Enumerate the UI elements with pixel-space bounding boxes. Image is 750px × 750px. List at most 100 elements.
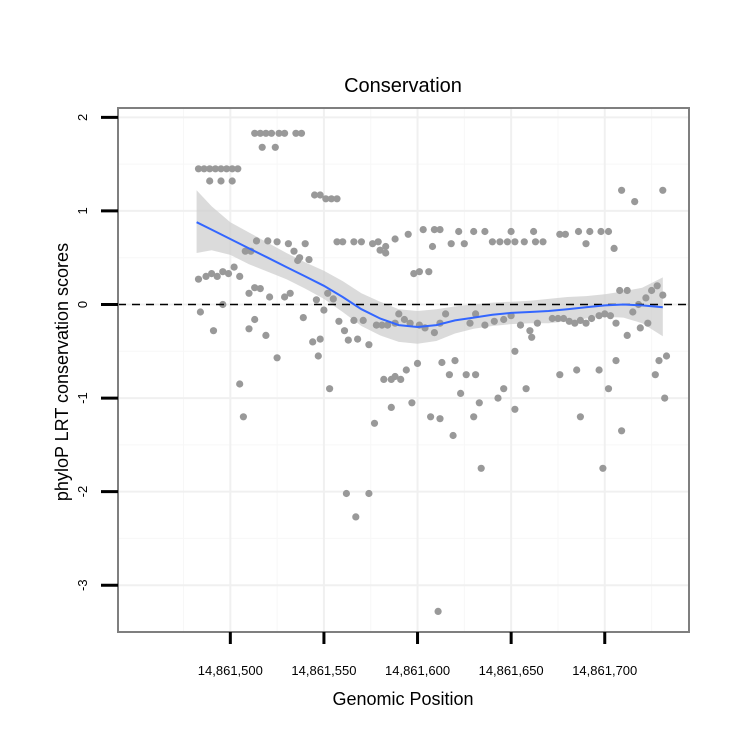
data-point [384,321,392,329]
data-point [470,227,478,236]
data-point [425,268,433,276]
data-point [275,129,283,137]
data-point [442,310,450,318]
data-point [496,238,504,246]
data-point [618,427,626,435]
data-point [445,371,453,379]
data-point [342,489,350,498]
data-point [340,327,349,335]
data-point [251,129,259,137]
data-point [531,238,540,246]
data-point [659,186,667,194]
data-point [365,341,373,349]
data-point [436,226,444,234]
data-point [352,513,360,521]
data-point [507,227,515,236]
data-point [430,329,438,337]
data-point [655,357,663,365]
data-point [599,464,607,472]
data-point [533,319,542,327]
data-point [391,235,399,243]
data-point [511,238,519,246]
data-point [449,431,457,440]
data-point [651,371,659,379]
x-axis-title: Genomic Position [332,689,473,709]
data-point [604,385,613,393]
panel-border [117,107,690,633]
data-point [208,270,216,278]
data-point [206,177,214,185]
data-point [451,357,459,365]
data-point [511,347,519,355]
data-point [561,230,570,238]
data-point [400,315,408,324]
data-point [316,335,324,343]
data-point [387,403,395,411]
data-point [264,237,272,245]
x-tick-label: 14,861,550 [291,663,356,678]
data-point [500,315,508,324]
data-point [301,240,309,248]
data-point [333,238,341,246]
data-point [228,177,236,185]
data-point [601,310,609,318]
data-point [217,177,225,185]
data-point [560,314,568,323]
data-point [335,317,343,325]
data-point [251,315,259,324]
data-point [241,247,249,255]
data-point [314,352,322,360]
data-point [588,314,596,323]
data-point [256,129,264,137]
data-point [273,238,281,246]
data-point [629,308,637,316]
data-point [648,286,656,295]
data-point [428,242,437,251]
data-point [234,165,242,173]
data-point [413,359,422,367]
data-point [477,464,485,472]
data-point [490,317,498,325]
data-point [194,275,203,283]
data-point [294,256,302,265]
data-point [211,165,219,173]
data-point [322,195,330,203]
data-point [410,270,418,278]
data-point [586,227,594,236]
data-point [597,227,605,236]
data-point [395,310,403,318]
data-point [427,413,435,421]
y-axis: -3 -2 -1 0 1 2 [75,114,118,591]
data-point [500,385,508,393]
data-point [653,282,661,290]
data-point [196,308,204,316]
data-point [327,195,335,203]
data-point [311,191,319,199]
data-point [357,238,365,246]
data-point [213,272,221,280]
data-point [344,336,352,344]
y-tick-label: -2 [75,486,90,498]
data-point [595,312,603,320]
data-point [391,372,399,381]
data-point [326,385,334,393]
data-point [472,310,480,318]
data-point [329,295,337,303]
data-point [576,413,585,421]
data-point [530,227,538,236]
x-axis: 14,861,500 14,861,550 14,861,600 14,861,650… [198,632,637,678]
data-point [206,165,214,173]
data-point [228,165,236,173]
data-point [258,143,266,151]
data-point [488,238,496,246]
data-point [618,186,626,194]
data-point [434,607,442,616]
data-point [582,319,590,327]
data-point [219,268,227,276]
data-point [573,366,581,374]
data-point [281,129,289,137]
data-point [470,413,478,421]
data-point [209,327,218,335]
data-point [408,399,416,407]
